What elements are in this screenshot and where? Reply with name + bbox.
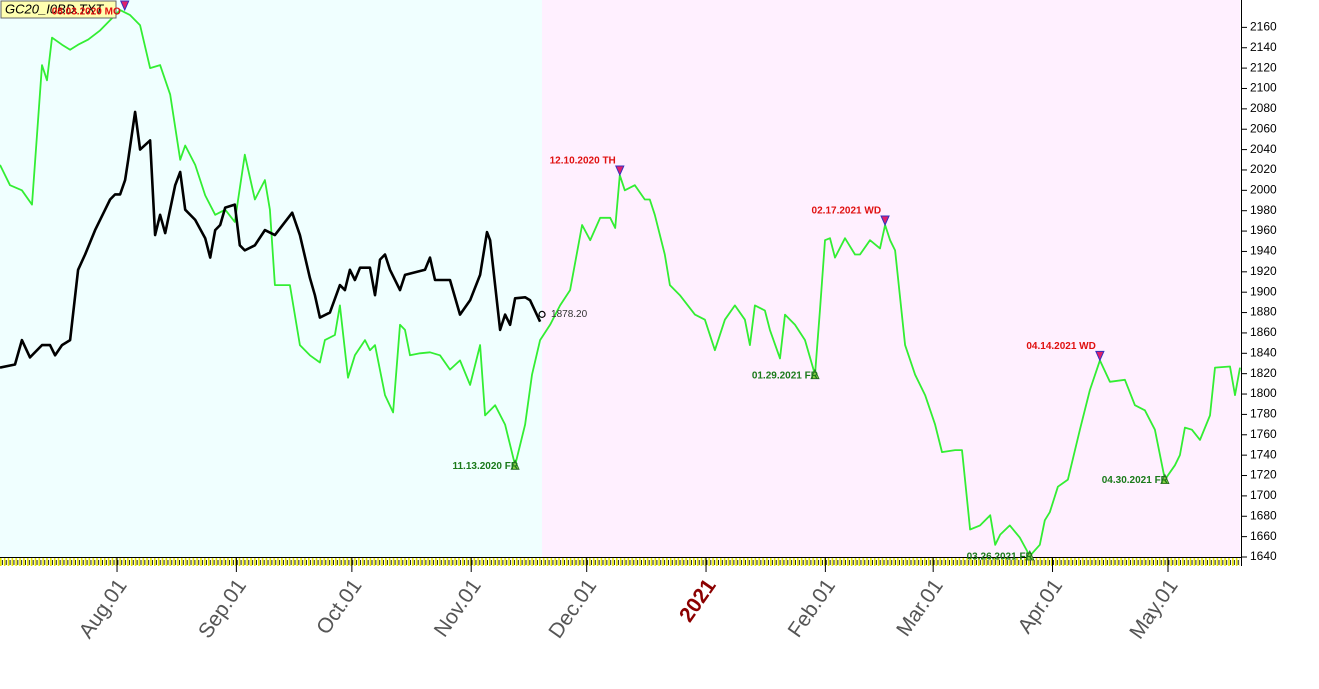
y-tick-label: 1820 — [1250, 366, 1277, 380]
y-tick-label: 2020 — [1250, 162, 1277, 176]
low-label: 04.30.2021 FR — [1102, 475, 1169, 486]
symbol-box — [0, 0, 117, 19]
y-tick-label: 1780 — [1250, 407, 1277, 421]
minor-ticks — [0, 558, 1240, 566]
high-marker — [1095, 350, 1105, 362]
y-tick-label: 1720 — [1250, 468, 1277, 482]
x-tick-label: Dec.01 — [544, 575, 601, 643]
low-label: 11.13.2020 FR — [452, 461, 518, 472]
last-value-marker — [538, 310, 546, 318]
high-marker — [119, 0, 130, 12]
high-label: 12.10.2020 TH — [550, 156, 616, 167]
y-tick-label: 1940 — [1250, 244, 1277, 258]
y-tick-label: 2100 — [1250, 81, 1277, 95]
period-shade — [0, 0, 542, 557]
x-tick-label: Mar.01 — [892, 575, 948, 641]
x-tick-label: Oct.01 — [312, 575, 366, 639]
low-marker — [1025, 549, 1035, 561]
x-tick-label: Nov.01 — [430, 575, 486, 641]
y-tick-label: 2140 — [1250, 40, 1277, 54]
y-tick-label: 1740 — [1250, 447, 1277, 461]
low-label: 01.29.2021 FR — [752, 370, 819, 381]
high-marker — [615, 165, 625, 177]
y-tick-label: 2040 — [1250, 142, 1277, 156]
period-shade — [542, 0, 1240, 557]
y-tick-label: 1840 — [1250, 345, 1277, 359]
x-tick-label: Sep.01 — [194, 575, 251, 643]
y-tick-label: 1880 — [1250, 305, 1277, 319]
y-tick-label: 1980 — [1250, 203, 1277, 217]
y-tick-label: 1900 — [1250, 284, 1277, 298]
last-value-label: 1878.20 — [551, 309, 588, 320]
y-tick-label: 2000 — [1250, 183, 1277, 197]
high-label: 04.14.2021 WD — [1026, 341, 1096, 352]
symbol: GC20_I0BD.TXT — [5, 1, 104, 16]
low-label: 03.26.2021 FR — [967, 552, 1034, 563]
low-marker — [510, 459, 520, 470]
x-tick-label: May.01 — [1125, 575, 1182, 643]
y-tick-label: 2060 — [1250, 121, 1277, 135]
y-tick-label: 1760 — [1250, 427, 1277, 441]
high-label: 08.03.2020 MO — [52, 7, 121, 18]
x-tick-label: 2021 — [675, 575, 721, 627]
y-tick-label: 1680 — [1250, 508, 1277, 522]
y-tick-label: 2120 — [1250, 60, 1277, 74]
low-marker — [810, 368, 820, 380]
y-tick-label: 1660 — [1250, 529, 1277, 543]
y-tick-label: 1960 — [1250, 223, 1277, 237]
low-marker — [1160, 473, 1170, 484]
y-tick-label: 1800 — [1250, 386, 1277, 400]
high-marker — [880, 215, 890, 227]
y-tick-label: 2080 — [1250, 101, 1277, 115]
price-line — [0, 110, 542, 369]
x-tick-label: Feb.01 — [784, 575, 840, 642]
y-tick-label: 1640 — [1250, 549, 1277, 563]
y-tick-label: 1700 — [1250, 488, 1277, 502]
high-label: 02.17.2021 WD — [812, 206, 882, 217]
y-tick-label: 1920 — [1250, 264, 1277, 278]
x-tick-label: Apr.01 — [1013, 575, 1067, 638]
x-tick-label: Aug.01 — [75, 575, 132, 643]
y-tick-label: 1860 — [1250, 325, 1277, 339]
y-tick-label: 2160 — [1250, 20, 1277, 34]
